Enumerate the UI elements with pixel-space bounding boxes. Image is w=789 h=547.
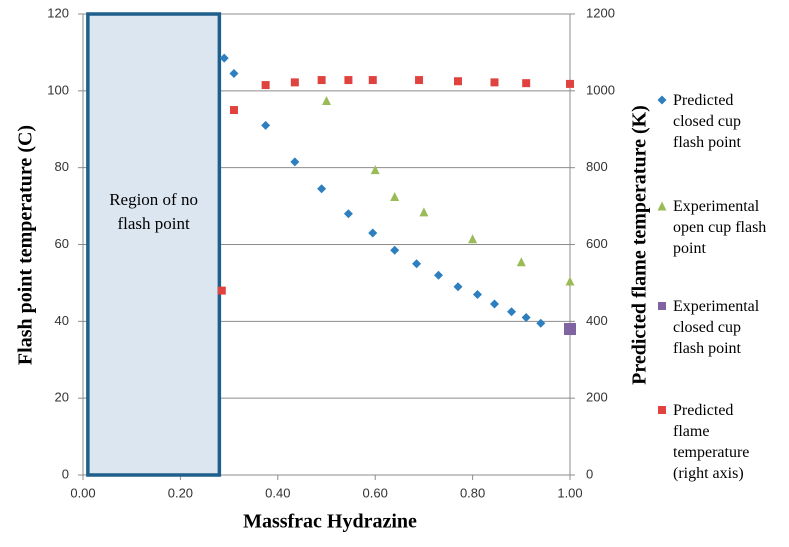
- point: [343, 209, 353, 219]
- point: [317, 184, 327, 194]
- y2-tick-label: 600: [586, 236, 608, 251]
- point: [453, 282, 463, 292]
- x-axis-title: Massfrac Hydrazine: [243, 511, 417, 533]
- point: [453, 77, 462, 86]
- point: [565, 276, 575, 286]
- y2-tick-label: 1200: [586, 5, 615, 20]
- y-tick-label: 80: [55, 159, 69, 174]
- point: [219, 53, 229, 63]
- point: [317, 76, 326, 85]
- region-label-box: Region of no flash point: [109, 190, 198, 233]
- point: [390, 191, 400, 201]
- point: [368, 76, 377, 85]
- point: [229, 69, 239, 79]
- y2-tick-label: 1000: [586, 82, 615, 97]
- legend-entry-box: Experimental closed cup flash point: [673, 298, 760, 357]
- y2-tick-label: 200: [586, 390, 608, 405]
- legend-marker: [658, 406, 666, 414]
- point: [390, 245, 400, 255]
- y2-tick-label: 800: [586, 159, 608, 174]
- legend-marker: [657, 201, 667, 211]
- region-box: [86, 12, 222, 477]
- point: [472, 289, 482, 299]
- point: [564, 323, 576, 336]
- point: [344, 76, 353, 85]
- x-tick-label: 0.20: [168, 485, 193, 500]
- x-tick-label: 0.40: [265, 485, 290, 500]
- x-tick-label: 1.00: [557, 485, 582, 500]
- y-tick-label: 0: [62, 466, 69, 481]
- point: [490, 299, 500, 309]
- point: [370, 165, 380, 175]
- y-tick-label: 40: [55, 313, 69, 328]
- legend-label: Experimental open cup flash point: [673, 198, 767, 257]
- point: [536, 318, 546, 328]
- y-axis-title: Flash point temperature (C): [15, 125, 37, 365]
- point: [217, 286, 226, 295]
- y2-tick-label: 400: [586, 313, 608, 328]
- point: [261, 120, 271, 130]
- legend-label: Experimental closed cup flash point: [673, 298, 760, 357]
- point: [322, 95, 331, 105]
- x-tick-label: 0.80: [460, 485, 485, 500]
- point: [229, 106, 238, 115]
- legend-label: Predicted closed cup flash point: [673, 92, 741, 151]
- y-tick-label: 60: [55, 236, 69, 251]
- y-tick-label: 20: [55, 390, 69, 405]
- point: [290, 157, 300, 167]
- legend-marker: [657, 95, 667, 105]
- y-tick-label: 100: [47, 82, 69, 97]
- point: [434, 270, 444, 280]
- legend-entry-box: Experimental open cup flash point: [673, 198, 767, 257]
- point: [415, 76, 424, 85]
- point: [516, 257, 526, 267]
- legend-label: Predicted flame temperature (right axis): [673, 402, 750, 482]
- point: [521, 312, 531, 322]
- legend-entry-box: Predicted closed cup flash point: [673, 92, 741, 151]
- point: [468, 234, 478, 244]
- y-tick-label: 120: [47, 5, 69, 20]
- point: [412, 259, 422, 269]
- point: [419, 207, 429, 217]
- legend-entry-box: Predicted flame temperature (right axis): [673, 402, 750, 482]
- point: [507, 307, 517, 317]
- legend-marker: [658, 302, 666, 310]
- y2-tick-label: 0: [586, 466, 593, 481]
- x-tick-label: 0.00: [70, 485, 95, 500]
- x-tick-label: 0.60: [363, 485, 388, 500]
- region-label: Region of no flash point: [109, 190, 198, 233]
- point: [261, 81, 270, 90]
- point: [368, 228, 378, 238]
- point: [490, 78, 499, 87]
- point: [566, 79, 574, 88]
- point: [290, 78, 299, 87]
- y2-axis-title: Predicted flame temperature (K): [629, 105, 651, 385]
- point: [522, 79, 531, 88]
